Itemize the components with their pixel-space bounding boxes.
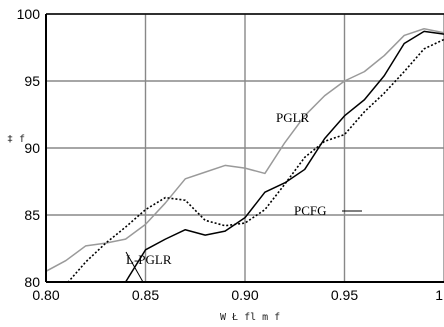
series-layer xyxy=(46,27,444,282)
series-label-pcfg: PCFG xyxy=(294,203,327,218)
y-tick-label: 100 xyxy=(17,6,41,22)
x-tick-label: 0.80 xyxy=(32,287,59,303)
y-tick-label: 95 xyxy=(24,73,40,89)
series-label-pglr: PGLR xyxy=(276,110,310,125)
series-line-pglr xyxy=(46,27,444,272)
x-tick-label: 0.95 xyxy=(331,287,358,303)
y-tick-label: 85 xyxy=(24,207,40,223)
x-tick-label: 0.90 xyxy=(231,287,258,303)
x-tick-label: 1 xyxy=(435,287,443,303)
y-tick-label: 90 xyxy=(24,140,40,156)
x-tick-label: 0.85 xyxy=(132,287,159,303)
axes xyxy=(45,13,444,283)
series-line-l-pglr xyxy=(119,30,444,282)
x-axis-title: W Ł fl m f xyxy=(220,312,280,323)
tick-labels: 80 85 90 95 100 0.80 0.85 0.90 0.95 1 xyxy=(17,6,444,303)
y-axis-title-line1: ‡ f xyxy=(7,134,25,145)
series-label-lpglr: L-PGLR xyxy=(126,252,172,267)
lpglr-leader-line xyxy=(125,251,144,283)
y-tick-label: 80 xyxy=(24,274,40,290)
series-labels: PGLR PCFG L-PGLR xyxy=(126,110,327,267)
